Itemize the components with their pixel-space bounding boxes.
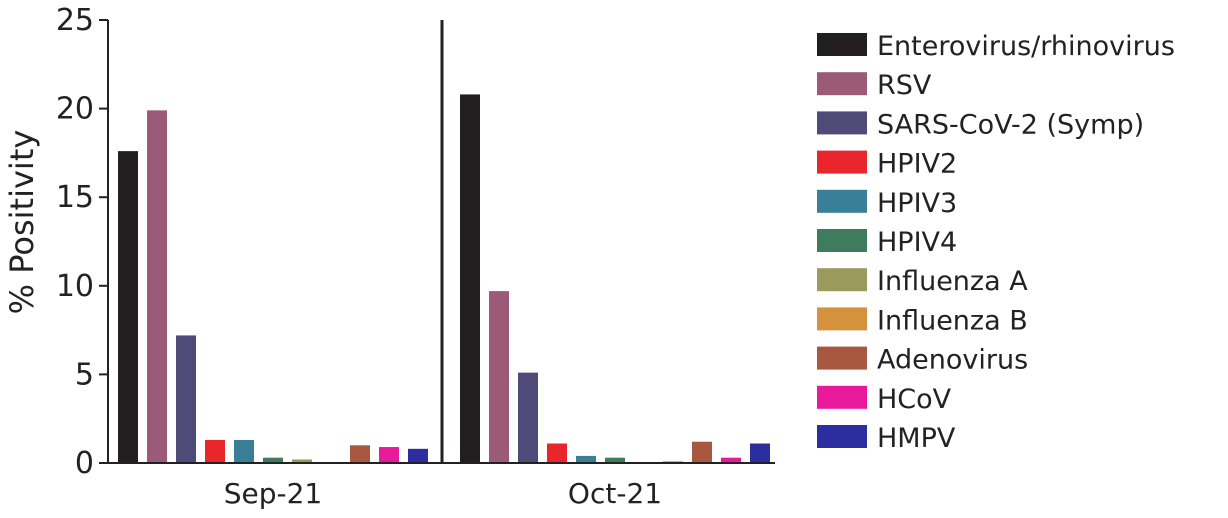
y-tick-label: 5 [75, 357, 94, 392]
legend-label: Enterovirus/rhinovirus [877, 31, 1175, 62]
legend-swatch [817, 150, 867, 174]
bar [605, 457, 625, 463]
legend: Enterovirus/rhinovirus RSV SARS-CoV-2 (Sym… [817, 31, 1175, 454]
bar [547, 443, 567, 463]
y-tick-label: 20 [56, 92, 94, 127]
legend-swatch [817, 189, 867, 213]
y-tick-label: 15 [56, 180, 94, 215]
legend-swatch [817, 268, 867, 292]
x-axis: Sep-21 Oct-21 [108, 20, 775, 510]
y-axis: 0 5 10 15 20 25 [56, 3, 109, 481]
bar [118, 151, 138, 464]
x-tick-label: Sep-21 [224, 477, 323, 510]
legend-swatch [817, 425, 867, 448]
bar [518, 372, 538, 463]
legend-label: HPIV3 [877, 188, 957, 219]
bar [176, 335, 196, 463]
bar [576, 455, 596, 463]
bar [292, 459, 312, 463]
legend-swatch [817, 33, 867, 56]
legend-label: HPIV4 [877, 227, 957, 258]
bar [205, 439, 225, 463]
legend-swatch [817, 346, 867, 370]
legend-label: SARS-CoV-2 (Symp) [877, 109, 1144, 140]
y-tick-label: 0 [75, 446, 94, 481]
legend-swatch [817, 385, 867, 409]
bar [460, 94, 480, 463]
legend-label: HMPV [877, 423, 956, 454]
legend-swatch [817, 307, 867, 331]
bar [692, 441, 712, 463]
y-tick-label: 25 [56, 3, 94, 38]
bars [118, 94, 770, 464]
y-tick-label: 10 [56, 269, 94, 304]
y-axis-title: % Positivity [3, 130, 41, 315]
legend-label: RSV [877, 70, 932, 101]
bar [350, 445, 370, 463]
bar [408, 448, 428, 463]
bar [489, 291, 509, 463]
legend-swatch [817, 111, 867, 135]
legend-label: Adenovirus [877, 345, 1028, 376]
bar [721, 457, 741, 463]
legend-label: HPIV2 [877, 149, 957, 180]
bar [379, 447, 399, 463]
bar [750, 443, 770, 463]
bar [263, 457, 283, 463]
x-tick-label: Oct-21 [568, 477, 662, 510]
legend-label: Influenza A [877, 266, 1028, 297]
bar [147, 110, 167, 463]
legend-swatch [817, 72, 867, 96]
bar [234, 439, 254, 463]
legend-label: Influenza B [877, 305, 1028, 336]
legend-label: HCoV [877, 384, 952, 415]
legend-swatch [817, 229, 867, 252]
